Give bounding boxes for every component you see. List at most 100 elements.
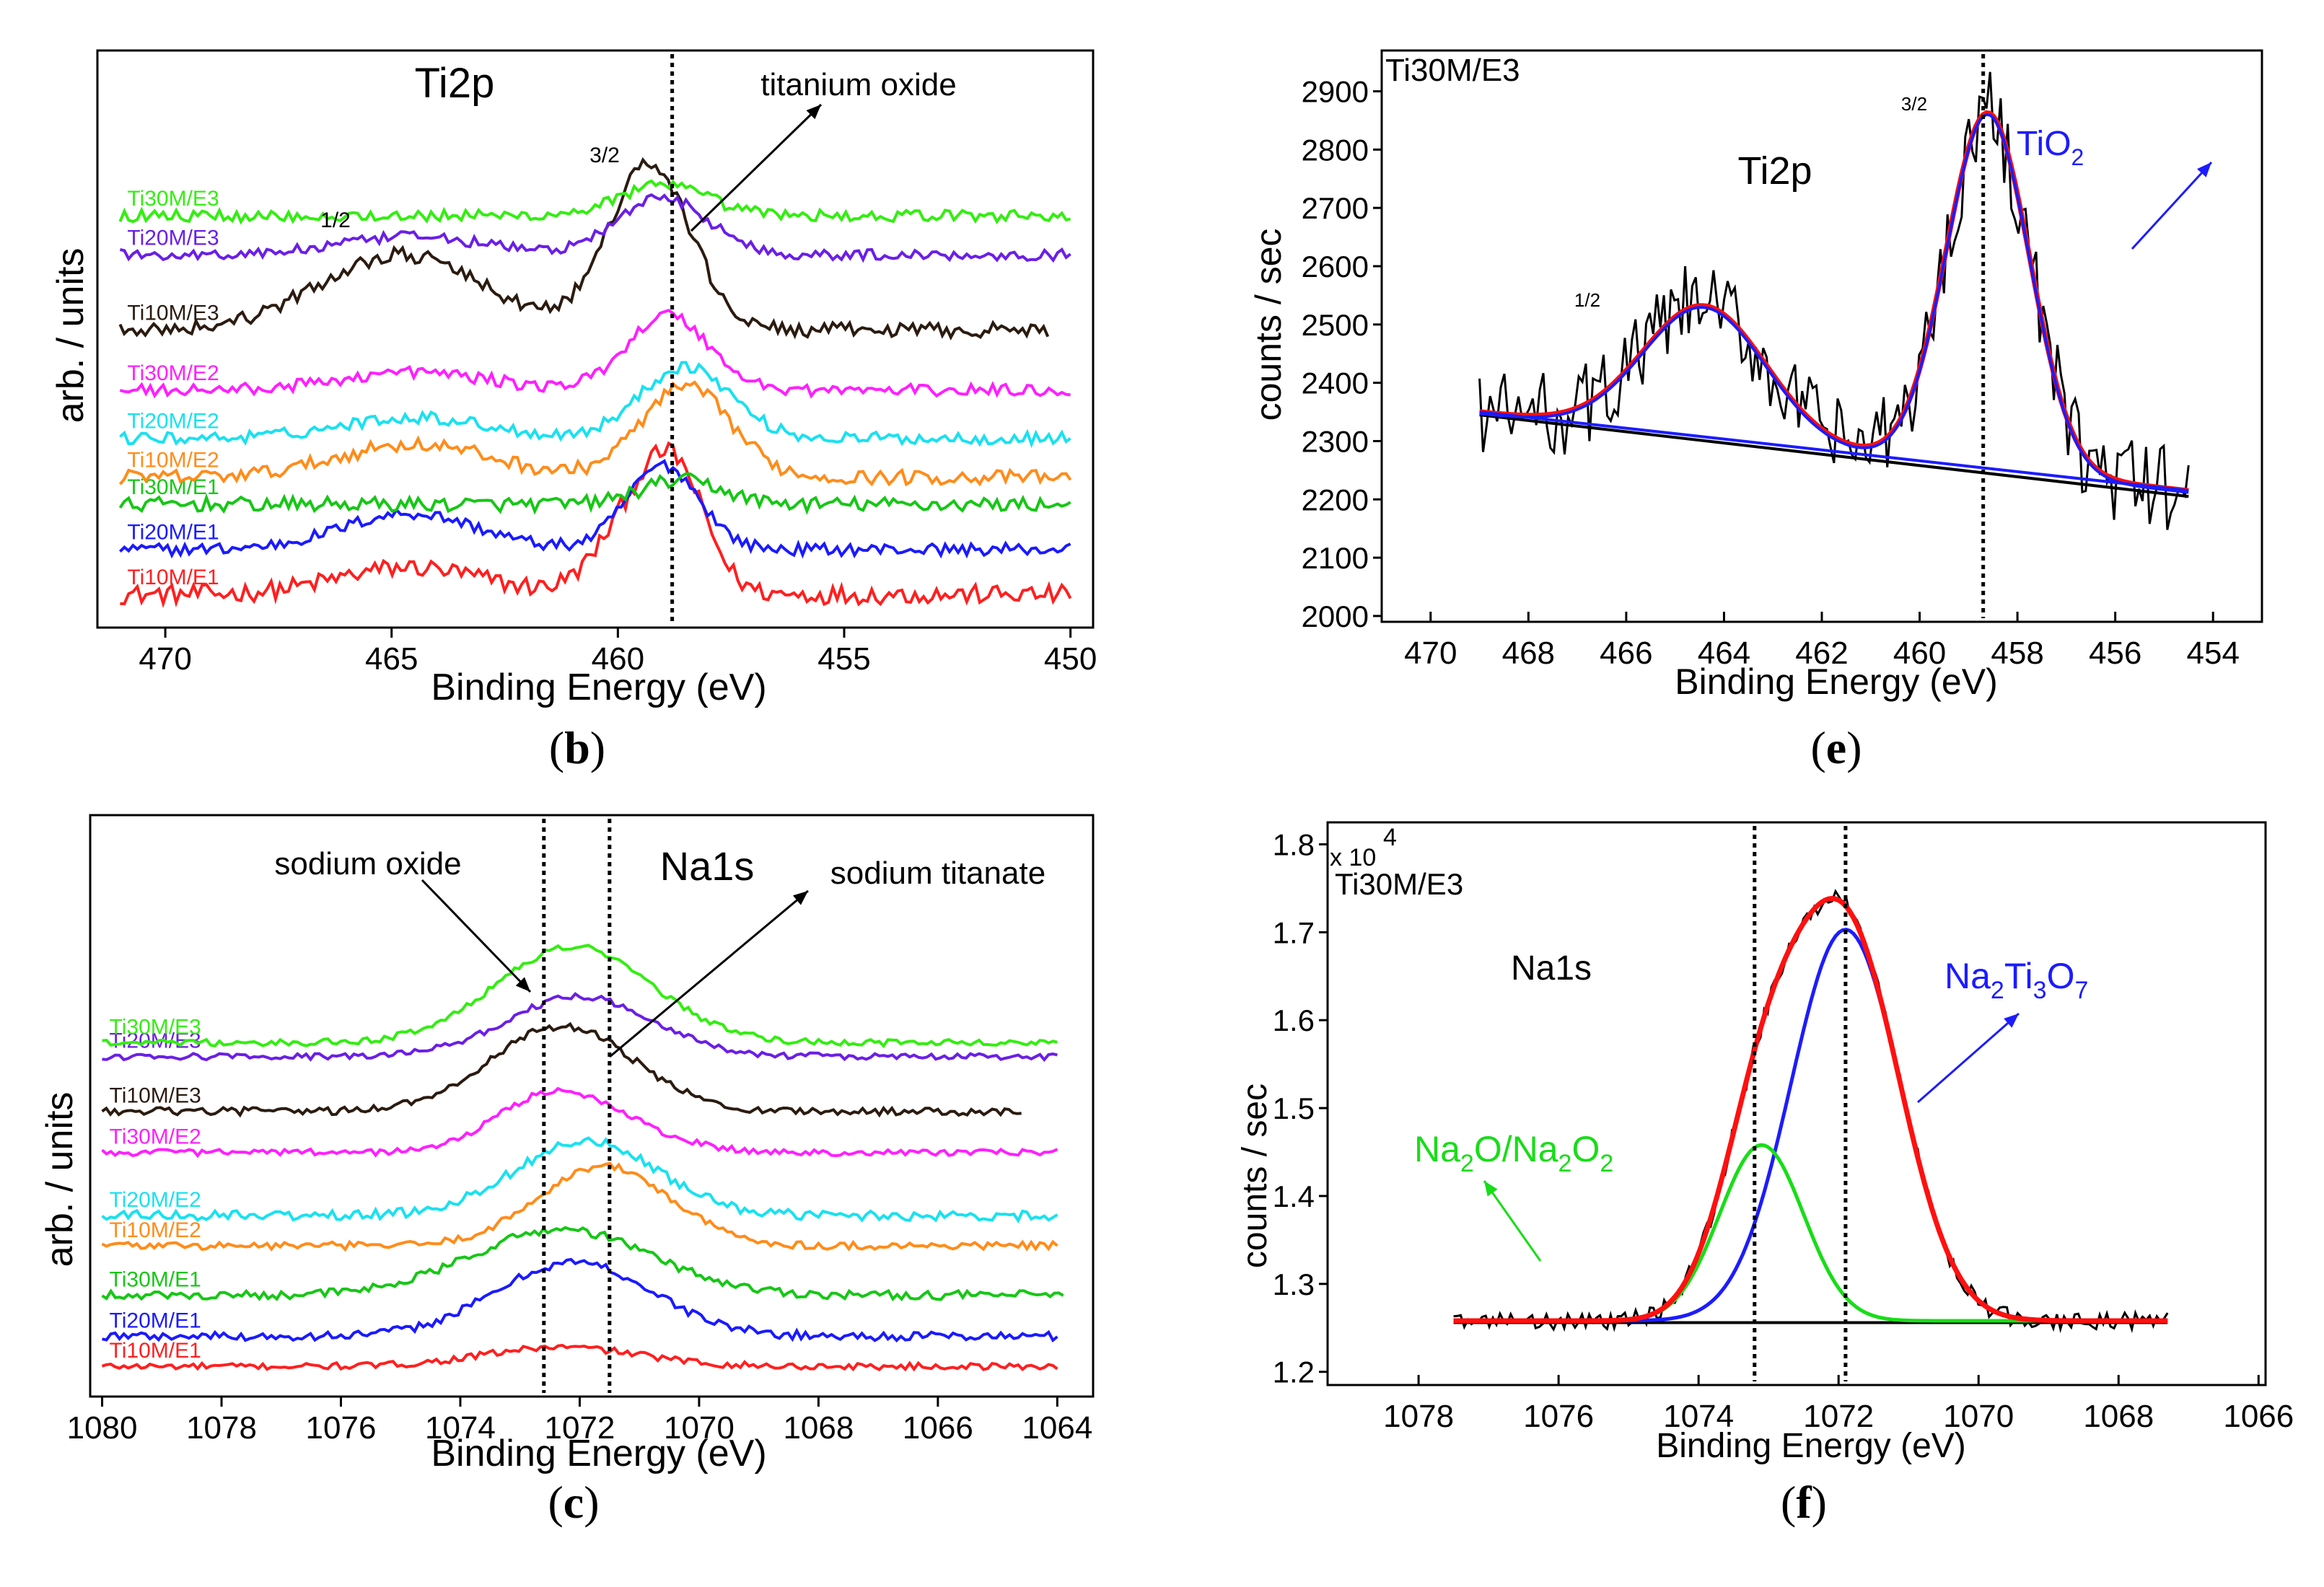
chart-f-annotation-na2ti3o7: Na2Ti3O7 xyxy=(1944,956,2088,1004)
chart-e-xtick-label: 464 xyxy=(1698,636,1750,671)
chart-e-annotation-tio2: TiO2 xyxy=(2017,125,2084,170)
chart-e-ylabel: counts / sec xyxy=(1248,229,1289,421)
chart-f-xtick-label: 1068 xyxy=(2083,1399,2154,1434)
chart-c-series-label: Ti20M/E2 xyxy=(110,1188,201,1212)
chart-e-annotation-3-2: 3/2 xyxy=(1901,93,1927,115)
chart-e-ytick-label: 2100 xyxy=(1302,541,1369,575)
chart-b-ylabel: arb. / units xyxy=(50,248,92,423)
chart-b-annotation-1-2: 1/2 xyxy=(320,208,351,232)
chart-f-svg: 1078 1076 1074 1072 1070 1068 1066 1.2 1.3 1.4 1.5… xyxy=(1236,821,2294,1465)
chart-c-series-label: Ti10M/E2 xyxy=(110,1218,201,1242)
caption-b: (b) xyxy=(548,722,606,773)
chart-f-sample-label: Ti30M/E3 xyxy=(1335,867,1463,901)
chart-b-series-label: Ti30M/E3 xyxy=(127,187,219,211)
chart-e-ytick-label: 2500 xyxy=(1302,308,1369,342)
chart-f-ytick-label: 1.5 xyxy=(1273,1091,1315,1125)
chart-b-series-label: Ti30M/E1 xyxy=(127,475,219,499)
chart-b-series-label: Ti20M/E1 xyxy=(127,521,219,545)
chart-e-xtick-label: 456 xyxy=(2089,636,2141,671)
chart-f-xtick-label: 1070 xyxy=(1943,1399,2014,1434)
chart-b-xtick-label: 465 xyxy=(365,641,418,677)
chart-e-ytick-label: 2900 xyxy=(1302,75,1369,109)
caption-c: (c) xyxy=(548,1477,600,1528)
chart-c-xtick-label: 1072 xyxy=(545,1410,615,1446)
chart-c-annotation-sodium-titanate: sodium titanate xyxy=(830,856,1045,891)
chart-b-series-ti30m-e2 xyxy=(119,309,1071,399)
chart-e-svg: 470 468 466 464 462 460 458 456 454 2000 2100 2200 2… xyxy=(1248,49,2263,702)
chart-f-series-fit-envelope xyxy=(1453,895,2168,1324)
chart-e-ytick-label: 2300 xyxy=(1302,424,1369,458)
chart-e-xtick-label: 470 xyxy=(1404,636,1457,671)
chart-b-series-ti20m-e3 xyxy=(119,193,1071,263)
chart-b-series-ti30m-e1 xyxy=(118,472,1071,515)
chart-e-annotation-1-2: 1/2 xyxy=(1574,289,1600,311)
chart-f-title: Na1s xyxy=(1511,949,1592,988)
chart-c-series-ti10m-e2 xyxy=(101,1161,1058,1252)
panel-b: 470 465 460 455 450 Ti10M/E1 Ti20M/E1 Ti30M/E1 T… xyxy=(0,0,1162,794)
chart-c-xtick-label: 1078 xyxy=(186,1410,257,1446)
chart-c-xtick-label: 1074 xyxy=(425,1410,496,1446)
chart-f-ytick-label: 1.4 xyxy=(1273,1179,1315,1213)
chart-b-series-label: Ti10M/E1 xyxy=(127,566,219,589)
chart-f-ylabel: counts / sec xyxy=(1236,1083,1274,1268)
caption-e: (e) xyxy=(1810,722,1862,773)
chart-e-frame xyxy=(1380,49,2263,623)
chart-e-ytick-label: 2400 xyxy=(1302,366,1369,400)
chart-f-ytick-label: 1.8 xyxy=(1273,827,1315,861)
chart-c-series-label: Ti10M/E1 xyxy=(110,1339,201,1363)
chart-c-series-ti30m-e2 xyxy=(101,1086,1058,1159)
chart-c-series-label: Ti20M/E1 xyxy=(110,1309,201,1332)
panel-f: 1078 1076 1074 1072 1070 1068 1066 1.2 1.3 1.4 1.5… xyxy=(1162,794,2324,1587)
chart-f-xtick-label: 1076 xyxy=(1523,1399,1594,1434)
chart-e-sample-label: Ti30M/E3 xyxy=(1385,53,1520,88)
chart-e-title: Ti2p xyxy=(1737,149,1812,193)
chart-c-series-ti20m-e3 xyxy=(102,992,1058,1063)
chart-c-xtick-label: 1066 xyxy=(903,1410,973,1446)
chart-c-series-ti10m-e3 xyxy=(101,1021,1022,1118)
chart-b-series-label: Ti30M/E2 xyxy=(127,361,219,385)
chart-b-xtick-label: 460 xyxy=(592,641,644,677)
chart-c-series-ti30m-e1 xyxy=(101,1226,1064,1302)
chart-c-arrow-sodium-titanate-shaft xyxy=(609,889,809,1058)
chart-b-series-ti20m-e2 xyxy=(119,361,1071,449)
panel-c: 1080 1078 1076 1074 1072 1070 1068 1066 1064 Ti10… xyxy=(0,794,1162,1587)
chart-e-series-component-background xyxy=(1479,410,2189,493)
chart-c-series-ti20m-e2 xyxy=(101,1136,1058,1223)
chart-e-arrow-tio2-shaft xyxy=(2131,161,2213,250)
chart-c-arrow-sodium-oxide-head xyxy=(515,977,530,992)
chart-c-xtick-label: 1064 xyxy=(1022,1410,1092,1446)
chart-b-frame xyxy=(96,49,1095,629)
chart-f-arrow-na2o-head xyxy=(1484,1181,1498,1197)
chart-e-xtick-label: 460 xyxy=(1893,636,1946,671)
chart-b-series-label: Ti10M/E3 xyxy=(127,302,219,325)
chart-c-annotation-sodium-oxide: sodium oxide xyxy=(274,846,461,882)
chart-e-ytick-label: 2700 xyxy=(1302,191,1369,225)
chart-f-ytick-label: 1.3 xyxy=(1273,1267,1315,1301)
chart-e-xtick-label: 462 xyxy=(1795,636,1848,671)
chart-c-xtick-label: 1068 xyxy=(783,1410,854,1446)
chart-e-ytick-label: 2600 xyxy=(1302,250,1369,283)
chart-b-series-label: Ti20M/E2 xyxy=(127,410,219,434)
chart-b-series-ti20m-e1 xyxy=(118,459,1071,559)
chart-c-series-label: Ti30M/E3 xyxy=(110,1016,201,1039)
chart-f-arrow-na2ti3o7-shaft xyxy=(1917,1012,2020,1104)
chart-b-series-label: Ti10M/E2 xyxy=(127,449,219,472)
chart-b-series-ti10m-e1 xyxy=(120,441,1072,609)
chart-f-ytick-label: 1.7 xyxy=(1273,915,1315,949)
chart-b-annotation-3-2: 3/2 xyxy=(589,144,620,167)
chart-e-arrow-tio2-head xyxy=(2196,162,2211,177)
chart-e-xtick-label: 466 xyxy=(1600,636,1652,671)
chart-f-xtick-label: 1066 xyxy=(2223,1399,2294,1434)
chart-c-series-ti10m-e1 xyxy=(101,1343,1058,1372)
chart-c-arrow-sodium-oxide-shaft xyxy=(421,879,532,993)
chart-b-xtick-label: 450 xyxy=(1044,641,1097,677)
chart-f-xlabel: Binding Energy (eV) xyxy=(1656,1427,1966,1465)
chart-e-ytick-label: 2000 xyxy=(1302,599,1369,633)
chart-f-annotation-na2o-na2o2: Na2O/Na2O2 xyxy=(1414,1129,1613,1177)
chart-b-xtick-label: 455 xyxy=(817,641,870,677)
chart-b-annotation-titanium-oxide: titanium oxide xyxy=(760,67,956,102)
chart-b-series-ti10m-e2 xyxy=(118,380,1072,487)
chart-b-series-ti10m-e3 xyxy=(118,157,1050,340)
chart-c-series-label: Ti30M/E1 xyxy=(110,1267,201,1291)
chart-f-xtick-label: 1074 xyxy=(1663,1399,1734,1434)
